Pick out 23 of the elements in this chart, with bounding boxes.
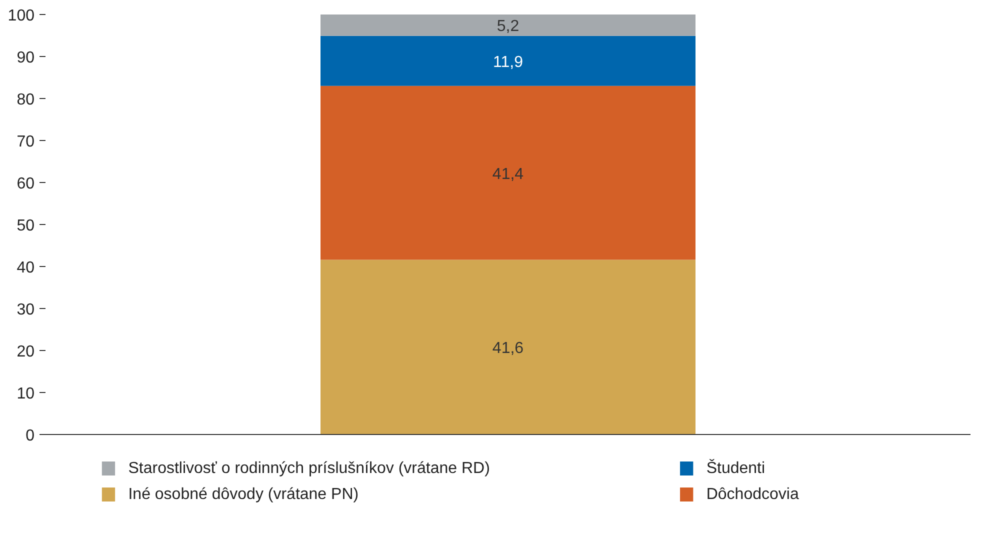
- bar: [320, 86, 696, 260]
- y-tick-label: 50: [16, 218, 35, 234]
- y-tick-label: 40: [16, 260, 35, 276]
- bar: [320, 260, 696, 434]
- bar: [320, 36, 696, 86]
- y-tick-label: 60: [16, 176, 35, 192]
- data-label: 41,4: [492, 166, 524, 183]
- legend-label: Iné osobné dôvody (vrátane PN): [128, 486, 359, 503]
- legend-label: Starostlivosť o rodinných príslušníkov (vrátane RD): [128, 460, 490, 477]
- y-tick-label: 70: [16, 134, 35, 150]
- legend-label: Študenti: [706, 459, 766, 477]
- y-tick-label: 90: [16, 50, 35, 66]
- y-tick-label: 100: [8, 8, 35, 24]
- y-tick-label: 30: [16, 302, 35, 318]
- y-tick-label: 0: [26, 428, 35, 444]
- data-label: 5,2: [496, 18, 520, 35]
- y-tick-label: 80: [16, 92, 35, 108]
- data-label: 11,9: [493, 54, 524, 71]
- bar: [320, 14, 696, 36]
- y-tick-label: 20: [16, 344, 35, 360]
- legend-label: Dôchodcovia: [706, 486, 799, 503]
- y-tick-label: 10: [16, 386, 35, 402]
- data-label: 41,6: [492, 340, 524, 358]
